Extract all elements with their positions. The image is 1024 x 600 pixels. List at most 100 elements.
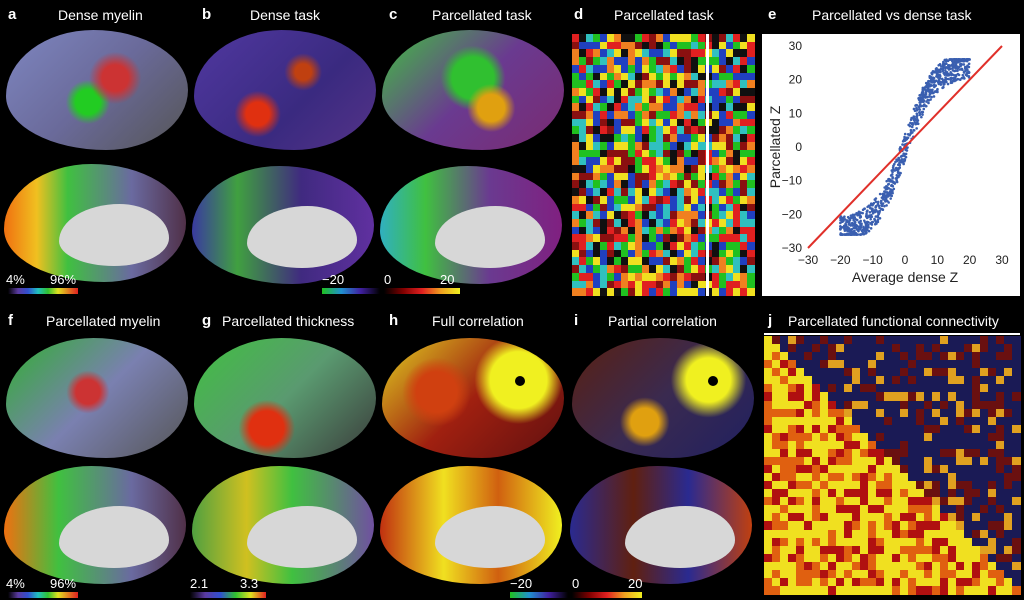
matrix-cell — [656, 34, 664, 43]
scatter-point — [878, 216, 882, 220]
matrix-cell — [747, 95, 755, 104]
matrix-cell — [908, 336, 917, 345]
scatter-point — [912, 128, 915, 132]
matrix-cell — [836, 400, 845, 410]
matrix-cell — [908, 408, 917, 418]
matrix-cell — [593, 87, 601, 97]
scatter-point — [901, 143, 904, 146]
matrix-cell — [764, 489, 773, 498]
matrix-cell — [600, 41, 608, 50]
matrix-cell — [628, 149, 636, 158]
matrix-cell — [788, 489, 797, 498]
matrix-cell — [600, 126, 608, 135]
matrix-cell — [868, 585, 877, 595]
matrix-cell — [900, 336, 909, 345]
matrix-cell — [988, 376, 997, 385]
matrix-cell — [852, 416, 861, 426]
matrix-cell — [812, 505, 821, 514]
matrix-cell — [621, 242, 629, 251]
task-matrix — [572, 34, 755, 297]
matrix-cell — [828, 432, 837, 442]
matrix-cell — [956, 344, 965, 353]
matrix-cell — [876, 521, 885, 530]
scatter-point — [949, 73, 953, 77]
matrix-cell — [932, 392, 941, 401]
matrix-cell — [663, 87, 671, 97]
matrix-cell — [876, 392, 885, 401]
matrix-cell — [1012, 465, 1021, 474]
matrix-cell — [698, 157, 706, 166]
matrix-cell — [988, 577, 997, 587]
matrix-cell — [593, 49, 601, 58]
matrix-cell — [733, 111, 741, 120]
matrix-cell — [788, 585, 797, 595]
matrix-cell — [868, 481, 877, 490]
matrix-cell — [1004, 416, 1013, 426]
matrix-cell — [820, 392, 829, 401]
scatter-point — [928, 92, 932, 95]
matrix-cell — [980, 561, 989, 571]
matrix-cell — [780, 577, 789, 587]
matrix-cell — [780, 537, 789, 547]
matrix-cell — [677, 165, 685, 174]
matrix-cell — [796, 569, 805, 579]
scatter-point — [885, 179, 888, 183]
scatter-point — [853, 233, 856, 236]
matrix-cell — [948, 408, 957, 418]
matrix-cell — [628, 87, 636, 97]
matrix-cell — [780, 416, 789, 426]
matrix-cell — [972, 456, 981, 466]
matrix-cell — [677, 118, 685, 127]
matrix-cell — [698, 80, 706, 89]
matrix-cell — [868, 440, 877, 450]
matrix-cell — [593, 95, 601, 104]
matrix-cell — [956, 569, 965, 579]
matrix-cell — [677, 49, 685, 58]
matrix-cell — [820, 368, 829, 377]
matrix-cell — [908, 561, 917, 571]
matrix-cell — [820, 481, 829, 490]
matrix-cell — [820, 416, 829, 426]
matrix-cell — [656, 57, 664, 66]
matrix-cell — [628, 95, 636, 104]
matrix-cell — [988, 529, 997, 539]
matrix-cell — [614, 87, 622, 97]
matrix-cell — [740, 165, 748, 174]
matrix-cell — [788, 416, 797, 426]
matrix-cell — [740, 57, 748, 66]
matrix-cell — [980, 360, 989, 369]
scatter-point — [851, 213, 855, 217]
matrix-cell — [964, 368, 973, 377]
matrix-cell — [892, 497, 901, 506]
matrix-cell — [649, 141, 657, 151]
matrix-cell — [614, 111, 622, 120]
scatter-point — [956, 67, 960, 70]
matrix-cell — [892, 440, 901, 450]
matrix-cell — [586, 134, 594, 143]
matrix-cell — [996, 529, 1005, 539]
scatter-point — [854, 226, 857, 230]
matrix-cell — [996, 392, 1005, 401]
scatter-point — [915, 114, 919, 117]
matrix-cell — [691, 34, 699, 43]
matrix-cell — [844, 537, 853, 547]
matrix-cell — [796, 384, 805, 393]
matrix-cell — [772, 513, 781, 522]
matrix-cell — [656, 49, 664, 58]
matrix-cell — [572, 180, 580, 189]
matrix-cell — [593, 126, 601, 135]
matrix-cell — [932, 360, 941, 369]
matrix-cell — [684, 141, 692, 151]
matrix-cell — [1012, 456, 1021, 466]
matrix-cell — [868, 448, 877, 458]
matrix-cell — [677, 157, 685, 166]
matrix-cell — [844, 553, 853, 563]
matrix-cell — [812, 352, 821, 361]
matrix-cell — [964, 585, 973, 595]
matrix-cell — [924, 481, 933, 490]
seed-dot — [515, 376, 525, 386]
matrix-cell — [892, 489, 901, 498]
matrix-cell — [900, 553, 909, 563]
matrix-cell — [614, 203, 622, 212]
scatter-point — [962, 76, 965, 80]
